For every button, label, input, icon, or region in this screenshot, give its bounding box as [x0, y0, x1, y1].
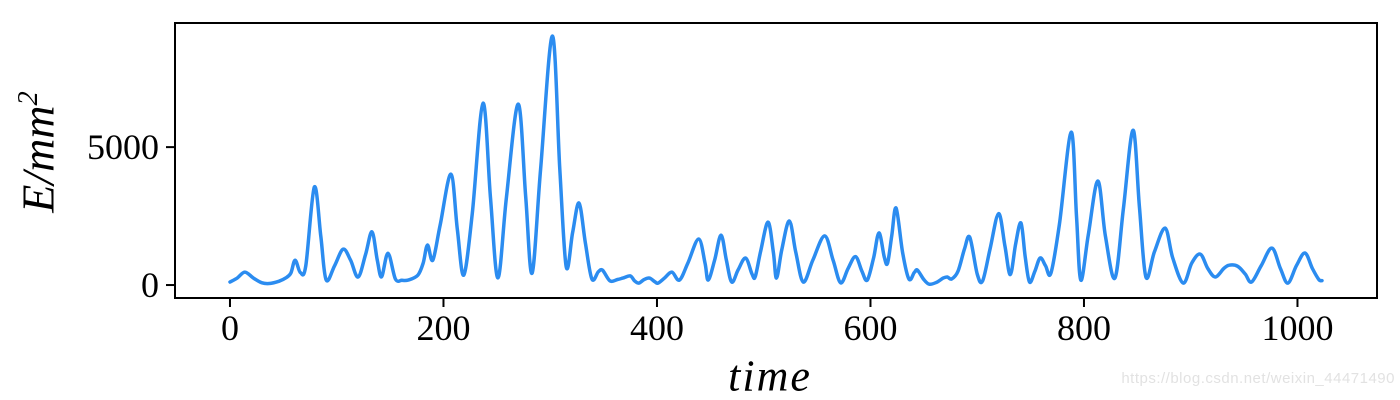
- watermark-text: https://blog.csdn.net/weixin_44471490: [1121, 370, 1395, 387]
- x-tick-label: 400: [630, 308, 684, 348]
- x-axis-label: time: [728, 351, 812, 400]
- x-tick-label: 0: [221, 308, 239, 348]
- y-axis-label-exponent: 2: [13, 91, 45, 106]
- y-axis-label-main: E/mm: [12, 105, 64, 213]
- signal-line: [228, 34, 1324, 287]
- plot-border: [174, 22, 1378, 299]
- x-tick-label: 200: [416, 308, 470, 348]
- y-tick-label: 0: [141, 265, 159, 305]
- x-tick-label: 800: [1057, 308, 1111, 348]
- y-tick-label: 5000: [87, 127, 159, 167]
- y-axis-label: E/mm2: [12, 91, 65, 213]
- x-tick-label: 1000: [1261, 308, 1333, 348]
- x-tick-label: 600: [843, 308, 897, 348]
